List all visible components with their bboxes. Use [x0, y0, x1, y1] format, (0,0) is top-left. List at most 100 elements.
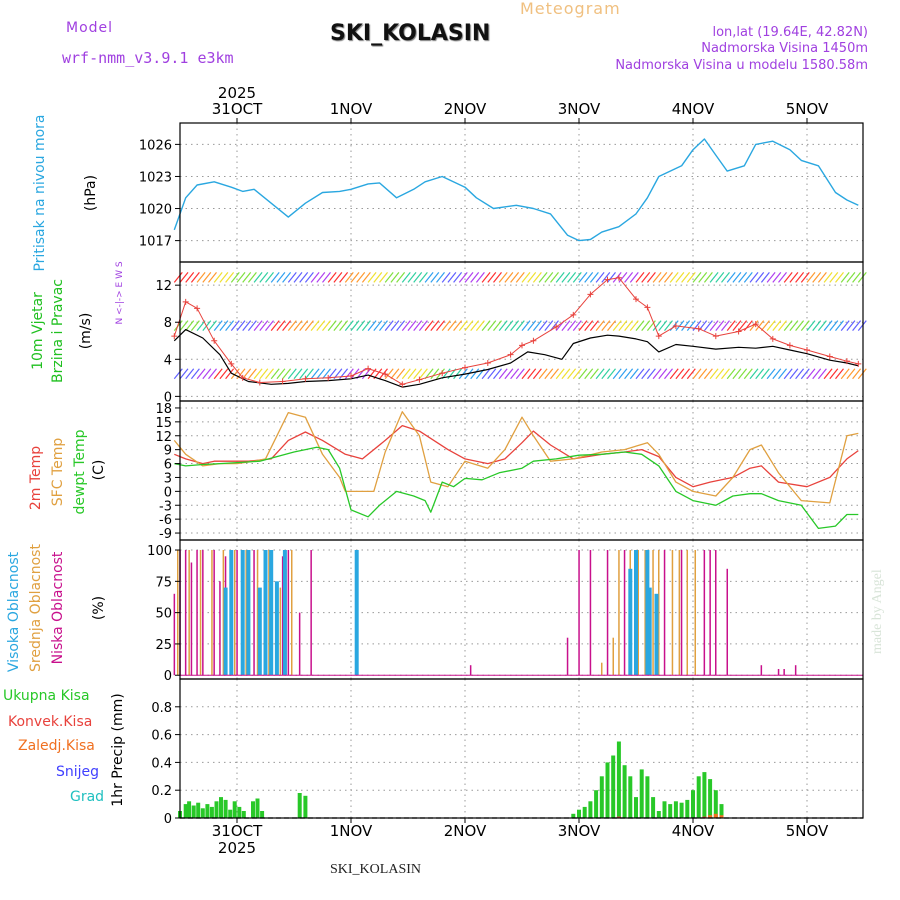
wind-barb [835, 320, 844, 331]
wind-gust-marker [587, 291, 594, 298]
high-cloud-bar [634, 550, 638, 676]
wind-barb [447, 272, 457, 283]
mid-cloud-bar [671, 550, 674, 676]
low-cloud-bar [219, 581, 221, 676]
wind-barb [749, 368, 759, 380]
wind-barb [812, 320, 822, 331]
wind-gust-line [173, 277, 859, 385]
wind-barb [664, 272, 673, 283]
wind-barb [686, 320, 696, 331]
wind-speed-line [173, 329, 859, 388]
wind-barb [367, 320, 377, 331]
wind-barb [595, 368, 605, 380]
wind-barb [675, 368, 685, 380]
station-elevation: Nadmorska Visina 1450m [701, 41, 868, 56]
wind-gust-marker [399, 381, 406, 388]
wind-barb [493, 368, 502, 380]
pressure-line [173, 138, 859, 242]
wind-barb [857, 368, 867, 380]
wind-barb [379, 320, 388, 331]
wind-axis-title: 10m Vjetar [30, 292, 46, 370]
wind-barb [766, 272, 776, 283]
wind-barb [584, 368, 594, 380]
sfc-temp-axis-title: SFC Temp [50, 438, 66, 507]
wind-barb [521, 272, 531, 283]
high-cloud-bar [654, 593, 659, 676]
wind-barb [527, 320, 537, 331]
total-precip-bar [223, 799, 228, 818]
wind-barb [550, 272, 559, 283]
wind-gust-marker [211, 337, 218, 344]
y-tick-label: 50 [155, 607, 172, 622]
wind-barb [470, 272, 480, 283]
wind-unit: (m/s) [78, 313, 94, 350]
total-precip-bar [622, 765, 627, 818]
bottom-day-label: 3NOV [558, 822, 601, 840]
bottom-day-label: 4NOV [672, 822, 715, 840]
high-cloud-bar [269, 550, 274, 676]
top-day-label: 5NOV [786, 100, 829, 118]
grid-layer [180, 123, 863, 819]
total-precip-bar [611, 755, 616, 818]
wind-barb [721, 320, 730, 331]
wind-gust-marker [855, 360, 862, 367]
low-cloud-bar [173, 593, 176, 676]
low-cloud-bar [310, 550, 312, 676]
wind-barb [299, 272, 309, 283]
wind-barb [601, 272, 611, 283]
total-precip-bar [582, 806, 587, 818]
wind-barb [265, 368, 274, 380]
wind-barb [698, 368, 708, 380]
wind-barb [846, 320, 856, 331]
wind-barb [589, 320, 599, 331]
wind-barb [361, 272, 371, 283]
wind-barb [373, 320, 383, 331]
graupel-label: Grad [70, 789, 104, 805]
wind-barb [219, 368, 229, 380]
mid-cloud-bar [211, 550, 213, 676]
y-tick-label: 4 [164, 353, 172, 368]
convective-precip-label: Konvek.Kisa [8, 714, 92, 730]
wind-barb [322, 320, 331, 331]
wind-barb [487, 272, 497, 283]
wind-barb [584, 320, 594, 331]
wind-barb [692, 368, 702, 380]
wind-barb [401, 272, 411, 283]
wind-barb [555, 272, 565, 283]
low-cloud-bar [703, 550, 706, 676]
wind-barb [282, 320, 292, 331]
total-precip-bar [628, 776, 633, 818]
wind-barb [646, 272, 656, 283]
wind-barb [658, 320, 668, 331]
total-precip-bar [183, 804, 188, 818]
low-cloud-bar [469, 665, 472, 676]
wind-barb [812, 368, 822, 380]
wind-barb [470, 368, 480, 380]
low-cloud-bar [196, 550, 198, 676]
wind-barb [686, 272, 696, 283]
wind-barb [681, 368, 691, 380]
wind-barb [721, 272, 730, 283]
wind-barb [755, 272, 765, 283]
mid-cloud-bar [291, 550, 293, 676]
wind-barb [344, 368, 354, 380]
wind-barb [624, 272, 634, 283]
low-cloud-bar [566, 637, 569, 676]
wind-barb [846, 368, 856, 380]
mid-cloud-bar [644, 550, 646, 676]
total-precip-bar [645, 776, 650, 818]
wind-barb [225, 272, 235, 283]
wind-barb [572, 368, 582, 380]
wind-barb [743, 272, 753, 283]
wind-barb [413, 320, 423, 331]
wind-barb [612, 320, 622, 331]
total-precip-bar [662, 801, 667, 818]
wind-barb [247, 368, 257, 380]
wind-barb [401, 320, 411, 331]
high-cloud-bar [246, 550, 251, 676]
wind-barb [179, 368, 189, 380]
low-cloud-bar [709, 550, 711, 676]
wind-gust-marker [712, 333, 719, 340]
wind-barb [213, 320, 223, 331]
wind-barb [726, 368, 736, 380]
